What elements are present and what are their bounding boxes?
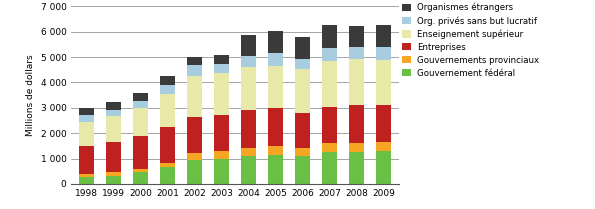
Bar — [322, 152, 337, 184]
Bar — [241, 156, 256, 184]
Bar — [79, 115, 94, 122]
Bar — [214, 115, 229, 152]
Bar — [160, 85, 175, 94]
Bar — [133, 169, 148, 172]
Bar — [376, 152, 392, 184]
Bar — [322, 107, 337, 143]
Bar — [214, 152, 229, 159]
Bar — [133, 172, 148, 184]
Bar — [241, 110, 256, 148]
Y-axis label: Millions de dollars: Millions de dollars — [26, 54, 35, 136]
Bar — [376, 105, 392, 142]
Bar — [187, 160, 202, 184]
Bar — [376, 142, 392, 152]
Bar — [295, 156, 310, 184]
Bar — [187, 76, 202, 117]
Bar — [187, 56, 202, 65]
Bar — [133, 108, 148, 136]
Bar — [268, 66, 283, 108]
Bar — [322, 48, 337, 61]
Bar — [322, 61, 337, 107]
Bar — [295, 148, 310, 156]
Bar — [187, 153, 202, 160]
Bar — [349, 105, 364, 143]
Bar — [241, 35, 256, 56]
Bar — [322, 25, 337, 48]
Bar — [79, 177, 94, 184]
Bar — [241, 56, 256, 67]
Bar — [160, 163, 175, 167]
Bar — [295, 59, 310, 69]
Bar — [214, 55, 229, 64]
Bar — [268, 54, 283, 66]
Bar — [160, 167, 175, 184]
Bar — [133, 136, 148, 169]
Bar — [349, 152, 364, 184]
Bar — [241, 67, 256, 110]
Bar — [160, 94, 175, 127]
Bar — [349, 143, 364, 152]
Bar — [106, 176, 121, 184]
Bar — [160, 127, 175, 163]
Bar — [376, 60, 392, 105]
Bar — [106, 141, 121, 172]
Bar — [322, 143, 337, 152]
Bar — [349, 59, 364, 105]
Bar — [79, 146, 94, 174]
Bar — [349, 25, 364, 47]
Bar — [160, 76, 175, 85]
Legend: Organismes étrangers, Org. privés sans but lucratif, Enseignement supérieur, Ent: Organismes étrangers, Org. privés sans b… — [402, 3, 540, 78]
Bar — [187, 117, 202, 153]
Bar — [214, 159, 229, 184]
Bar — [79, 174, 94, 177]
Bar — [241, 148, 256, 156]
Bar — [295, 113, 310, 148]
Bar — [106, 116, 121, 141]
Bar — [214, 73, 229, 115]
Bar — [187, 65, 202, 76]
Bar — [376, 25, 392, 47]
Bar — [376, 47, 392, 60]
Bar — [295, 69, 310, 113]
Bar — [106, 102, 121, 110]
Bar — [268, 108, 283, 146]
Bar — [268, 155, 283, 184]
Bar — [295, 37, 310, 59]
Bar — [79, 108, 94, 115]
Bar — [106, 110, 121, 116]
Bar — [214, 64, 229, 73]
Bar — [268, 31, 283, 54]
Bar — [79, 122, 94, 146]
Bar — [106, 172, 121, 176]
Bar — [349, 47, 364, 59]
Bar — [268, 146, 283, 155]
Bar — [133, 101, 148, 108]
Bar — [133, 93, 148, 101]
